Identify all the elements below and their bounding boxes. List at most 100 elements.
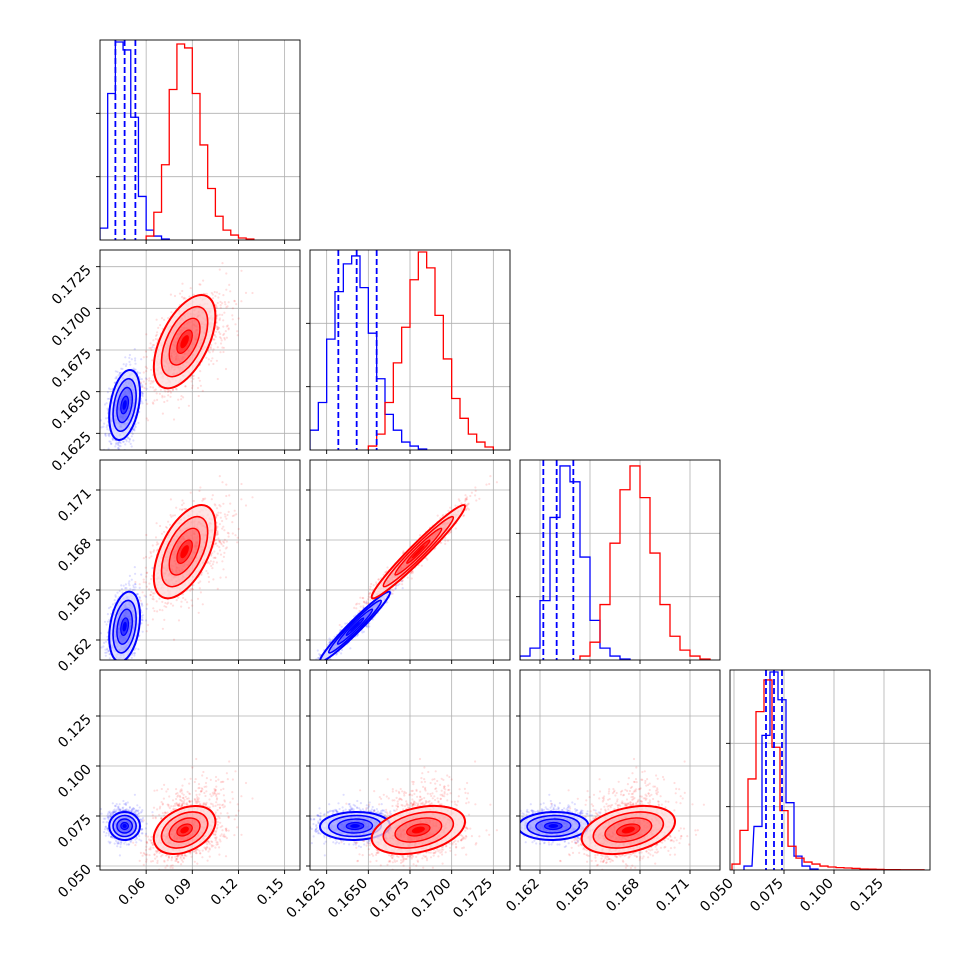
panel-1-0-point bbox=[148, 377, 151, 380]
panel-2-0-point bbox=[102, 645, 105, 648]
panel-1-0-point bbox=[157, 326, 160, 329]
panel-1-0-point bbox=[209, 346, 212, 349]
panel-1-0-point bbox=[114, 370, 117, 373]
panel-1-0-point bbox=[130, 435, 133, 438]
panel-1-0-point bbox=[152, 402, 155, 405]
panel-1-0-point bbox=[197, 376, 200, 380]
panel-1-0-ytick-label-2: 0.1675 bbox=[49, 346, 95, 392]
panel-2-0-point bbox=[152, 595, 155, 598]
panel-2-0-point bbox=[205, 569, 208, 573]
panel-1-0-point bbox=[219, 306, 222, 309]
panel-1-0-point bbox=[198, 283, 201, 286]
panel-1-0-point bbox=[154, 334, 158, 337]
panel-2-0-point bbox=[222, 555, 225, 559]
panel-1-0-contour-core-0 bbox=[122, 400, 127, 410]
panel-2-0-point bbox=[215, 514, 218, 517]
panel-1-0-point bbox=[214, 295, 217, 298]
panel-2-0-point bbox=[152, 592, 155, 595]
panel-2-0-point bbox=[121, 665, 123, 667]
panel-1-0-point bbox=[134, 357, 137, 360]
panel-1-0-point bbox=[222, 294, 225, 297]
panel-2-0-point bbox=[192, 499, 195, 503]
panel-1-0-point bbox=[218, 268, 221, 271]
panel-1-0-point bbox=[142, 356, 145, 359]
panel-1-0-point bbox=[236, 330, 239, 333]
panel-2-0-point bbox=[140, 573, 143, 576]
panel-1-0-point bbox=[181, 295, 184, 299]
panel-1-0-point bbox=[191, 386, 194, 390]
marginal-3-bg bbox=[730, 670, 930, 870]
panel-1-0-point bbox=[171, 388, 175, 391]
panel-1-0-point bbox=[117, 447, 120, 450]
panel-2-0-point bbox=[152, 598, 155, 601]
panel-1-0-point bbox=[100, 419, 102, 422]
panel-2-0-point bbox=[151, 566, 154, 570]
panel-1-0-point bbox=[140, 358, 143, 361]
panel-1-0-point bbox=[223, 301, 226, 304]
panel-1-0-point bbox=[105, 426, 108, 429]
panel-1-0-ytick-label-0: 0.1625 bbox=[49, 429, 95, 475]
panel-2-0-point bbox=[227, 535, 230, 538]
panel-1-0-point bbox=[133, 348, 136, 351]
panel-2-0-point bbox=[134, 586, 137, 589]
panel-2-0-point bbox=[165, 526, 169, 529]
panel-2-0-point bbox=[107, 607, 111, 610]
panel-1-0-point bbox=[213, 338, 216, 341]
panel-1-0-point bbox=[128, 353, 131, 357]
panel-1-0-point bbox=[159, 388, 162, 391]
panel-1-0-point bbox=[104, 417, 108, 420]
panel-2-0-point bbox=[167, 520, 170, 523]
panel-1-0-point bbox=[149, 342, 152, 345]
panel-2-0-point bbox=[138, 595, 141, 599]
panel-2-0-point bbox=[231, 514, 234, 518]
panel-1-0-point bbox=[145, 378, 148, 381]
panel-2-0-point bbox=[169, 498, 172, 501]
panel-2-0-point bbox=[211, 563, 214, 566]
panel-1-0-point bbox=[133, 429, 136, 432]
panel-1-0-point bbox=[216, 314, 219, 317]
panel-1-0-point bbox=[144, 350, 148, 353]
panel-2-0-point bbox=[158, 608, 161, 612]
panel-1-0-point bbox=[210, 291, 213, 295]
panel-2-0-point bbox=[115, 665, 117, 667]
panel-2-0-point bbox=[202, 497, 205, 500]
panel-2-0-point bbox=[103, 620, 107, 623]
panel-1-0-point bbox=[134, 368, 137, 371]
panel-2-0-point bbox=[222, 544, 225, 548]
panel-1-0-point bbox=[218, 317, 221, 320]
panel-1-0-point bbox=[148, 346, 151, 350]
panel-2-0-point bbox=[107, 650, 110, 653]
panel-2-0-point bbox=[210, 498, 213, 501]
panel-2-0-point bbox=[215, 531, 218, 535]
panel-2-0-point bbox=[108, 660, 110, 662]
panel-1-0-point bbox=[211, 350, 214, 353]
panel-2-0-point bbox=[207, 580, 211, 584]
marginal-3-frame bbox=[729, 669, 931, 871]
panel-2-0-point bbox=[141, 614, 145, 617]
panel-2-0-point bbox=[165, 605, 168, 609]
panel-1-0-point bbox=[221, 313, 224, 316]
panel-2-0-point bbox=[138, 598, 141, 601]
panel-1-0-point bbox=[154, 338, 157, 341]
panel-1-0-point bbox=[228, 283, 231, 286]
panel-1-0-point bbox=[143, 387, 146, 390]
panel-2-0-point bbox=[161, 627, 164, 630]
panel-2-0-point bbox=[166, 602, 169, 605]
panel-1-0-point bbox=[129, 363, 132, 366]
panel-1-0-point bbox=[181, 289, 184, 293]
panel-1-0-point bbox=[140, 385, 143, 388]
panel-1-0-point bbox=[213, 290, 216, 294]
panel-1-0-point bbox=[136, 370, 139, 373]
panel-2-0-point bbox=[244, 504, 248, 507]
panel-1-0-point bbox=[119, 442, 122, 445]
panel-1-0-point bbox=[216, 346, 219, 349]
panel-1-0-point bbox=[106, 424, 109, 427]
panel-1-0-point bbox=[100, 426, 103, 429]
panel-2-0-point bbox=[199, 591, 202, 594]
panel-2-0-point bbox=[190, 599, 193, 602]
marginal-2 bbox=[516, 459, 721, 664]
panel-2-0-point bbox=[140, 611, 143, 614]
panel-1-0-point bbox=[152, 343, 156, 347]
panel-1-0-point bbox=[128, 440, 131, 443]
panel-2-0-point bbox=[110, 665, 112, 667]
